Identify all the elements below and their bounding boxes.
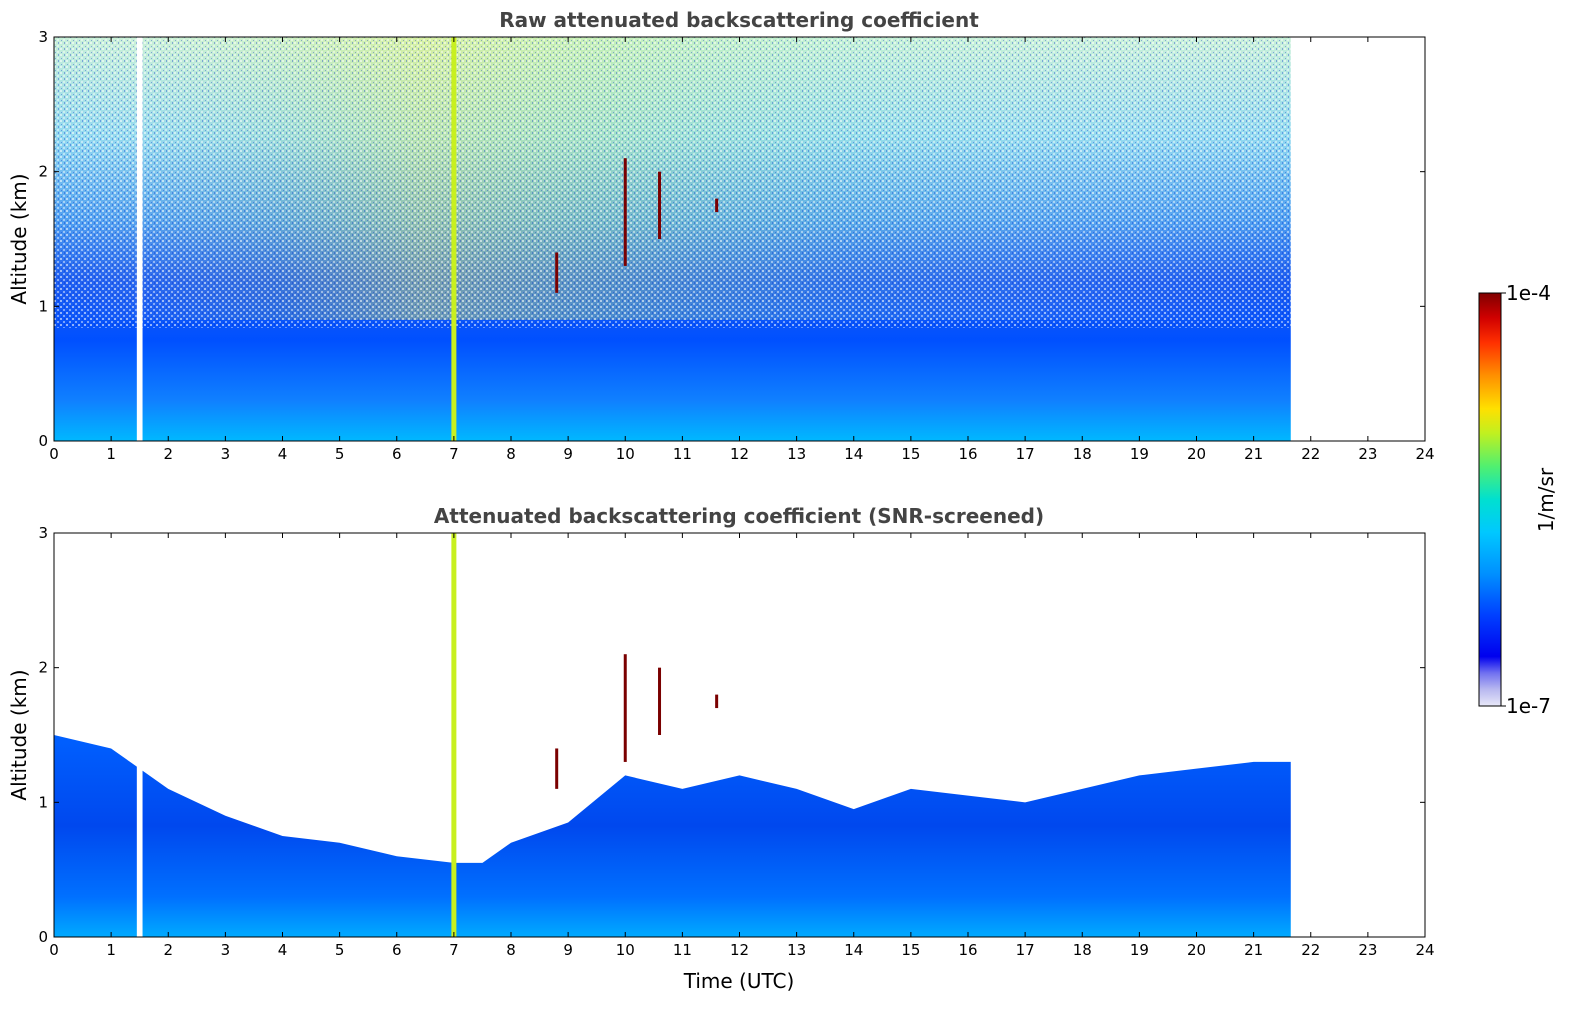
x-tick-label: 14 <box>844 445 863 463</box>
x-tick-label: 15 <box>901 445 920 463</box>
colorbar-max-label: 1e-4 <box>1506 281 1551 305</box>
x-tick-label: 5 <box>335 445 345 463</box>
y-tick-label: 2 <box>38 163 48 181</box>
x-tick-label: 16 <box>958 941 977 959</box>
x-tick-label: 19 <box>1130 445 1149 463</box>
panel-title: Attenuated backscattering coefficient (S… <box>434 504 1044 528</box>
smoke-plume <box>451 533 457 937</box>
y-tick-label: 3 <box>38 524 48 542</box>
x-axis: 0 1 2 3 4 5 6 7 8 9 10 11 12 13 14 15 16 17 18 19 20 21 22 23 24 <box>49 37 1435 463</box>
x-tick-label: 5 <box>335 941 345 959</box>
cloud-feature <box>555 748 559 789</box>
x-tick-label: 21 <box>1244 941 1263 959</box>
x-tick-label: 24 <box>1415 941 1434 959</box>
panel-snr: Attenuated backscattering coefficient (S… <box>7 504 1435 993</box>
x-tick-label: 12 <box>730 445 749 463</box>
x-tick-label: 20 <box>1187 445 1206 463</box>
cloud-feature <box>715 694 719 709</box>
data-gap <box>136 37 143 441</box>
colorbar-min-label: 1e-7 <box>1506 694 1551 718</box>
x-tick-label: 1 <box>106 445 116 463</box>
x-tick-label: 11 <box>673 941 692 959</box>
cloud-feature <box>715 198 719 213</box>
x-tick-label: 9 <box>563 941 573 959</box>
panel-raw: Raw attenuated backscattering coefficien… <box>7 8 1435 463</box>
x-tick-label: 8 <box>506 941 516 959</box>
x-tick-label: 17 <box>1016 941 1035 959</box>
x-tick-label: 12 <box>730 941 749 959</box>
x-tick-label: 4 <box>278 445 288 463</box>
x-tick-label: 2 <box>163 445 173 463</box>
x-tick-label: 13 <box>787 941 806 959</box>
y-tick-label: 0 <box>38 432 48 450</box>
colorbar: 1e-4 1e-7 1/m/sr <box>1478 281 1558 718</box>
x-tick-label: 8 <box>506 445 516 463</box>
x-tick-label: 2 <box>163 941 173 959</box>
heatmap-snr <box>54 533 1291 937</box>
boundary-layer <box>54 735 1291 937</box>
x-tick-label: 7 <box>449 445 459 463</box>
cloud-feature <box>658 667 662 735</box>
x-tick-label: 0 <box>49 941 59 959</box>
y-tick-label: 3 <box>38 28 48 46</box>
heatmap-raw <box>54 37 1291 441</box>
x-tick-label: 14 <box>844 941 863 959</box>
y-axis-label: Altitude (km) <box>7 669 31 800</box>
cloud-feature <box>658 171 662 239</box>
noise-texture <box>54 37 1291 328</box>
x-tick-label: 1 <box>106 941 116 959</box>
x-tick-label: 7 <box>449 941 459 959</box>
x-tick-label: 10 <box>616 445 635 463</box>
x-tick-label: 21 <box>1244 445 1263 463</box>
x-tick-label: 16 <box>958 445 977 463</box>
x-tick-label: 3 <box>221 445 231 463</box>
y-tick-label: 2 <box>38 659 48 677</box>
x-tick-label: 10 <box>616 941 635 959</box>
y-tick-label: 0 <box>38 928 48 946</box>
smoke-plume <box>451 37 457 441</box>
x-tick-label: 18 <box>1073 941 1092 959</box>
y-tick-label: 1 <box>38 793 48 811</box>
x-tick-label: 9 <box>563 445 573 463</box>
cloud-feature <box>623 158 627 266</box>
x-tick-label: 22 <box>1301 445 1320 463</box>
data-gap <box>136 533 143 937</box>
colorbar-label: 1/m/sr <box>1534 467 1558 532</box>
panel-title: Raw attenuated backscattering coefficien… <box>499 8 979 32</box>
x-tick-label: 15 <box>901 941 920 959</box>
y-axis: 0 1 2 3 <box>38 524 1425 946</box>
y-tick-label: 1 <box>38 297 48 315</box>
x-tick-label: 4 <box>278 941 288 959</box>
x-tick-label: 6 <box>392 941 402 959</box>
x-axis-label: Time (UTC) <box>683 969 795 993</box>
y-axis-label: Altitude (km) <box>7 173 31 304</box>
x-tick-label: 13 <box>787 445 806 463</box>
x-tick-label: 11 <box>673 445 692 463</box>
x-tick-label: 17 <box>1016 445 1035 463</box>
x-tick-label: 24 <box>1415 445 1434 463</box>
x-tick-label: 23 <box>1358 445 1377 463</box>
x-tick-label: 19 <box>1130 941 1149 959</box>
x-tick-label: 18 <box>1073 445 1092 463</box>
x-tick-label: 23 <box>1358 941 1377 959</box>
y-axis: 0 1 2 3 <box>38 28 1425 450</box>
cloud-feature <box>623 654 627 762</box>
x-tick-label: 3 <box>221 941 231 959</box>
colorbar-scale <box>1478 292 1502 707</box>
cloud-feature <box>555 252 559 293</box>
x-tick-label: 0 <box>49 445 59 463</box>
x-tick-label: 6 <box>392 445 402 463</box>
x-axis: 0 1 2 3 4 5 6 7 8 9 10 11 12 13 14 15 16 17 18 19 20 21 22 23 24 <box>49 533 1435 959</box>
x-tick-label: 22 <box>1301 941 1320 959</box>
x-tick-label: 20 <box>1187 941 1206 959</box>
